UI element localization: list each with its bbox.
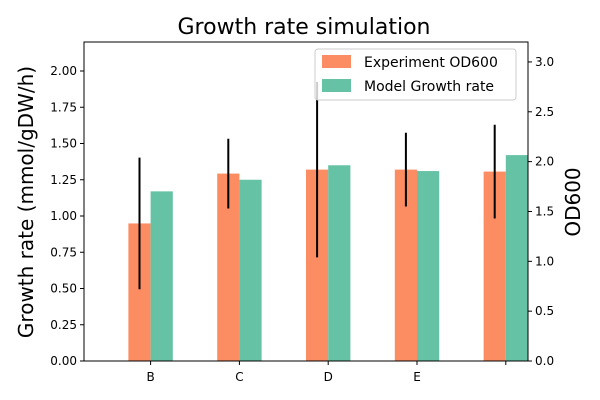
left-tick-label: 0.75 <box>50 245 77 259</box>
right-tick-label: 1.5 <box>535 204 554 218</box>
right-axis-label: OD600 <box>561 167 585 236</box>
model-bar-0 <box>150 191 173 361</box>
experiment-bar-2 <box>306 169 329 361</box>
right-tick-label: 3.0 <box>535 55 554 69</box>
plot-area: 0.00 0.25 0.50 0.75 1.00 1.25 1.50 1.75 2.00 0.0 0… <box>50 41 554 384</box>
right-tick-label: 0.0 <box>535 354 554 368</box>
left-axis-label: Growth rate (mmol/gDW/h) <box>14 66 38 338</box>
left-tick-label: 1.75 <box>50 100 77 114</box>
x-tick-label: D <box>324 370 333 384</box>
x-tick-label: E <box>413 370 421 384</box>
legend: Experiment OD600 Model Growth rate <box>314 48 517 101</box>
model-bar-1 <box>239 179 262 361</box>
left-tick-label: 0.00 <box>50 354 77 368</box>
chart-title: Growth rate simulation <box>178 15 431 40</box>
experiment-bar-4 <box>483 171 506 361</box>
right-tick-label: 1.0 <box>535 254 554 268</box>
x-tick-label: C <box>235 370 243 384</box>
model-bar-2 <box>328 165 351 361</box>
experiment-bar-3 <box>394 169 417 361</box>
legend-label-1: Model Growth rate <box>364 79 494 95</box>
left-tick-label: 1.50 <box>50 137 77 151</box>
left-tick-label: 0.25 <box>50 318 77 332</box>
left-tick-label: 1.00 <box>50 209 77 223</box>
left-tick-label: 1.25 <box>50 173 77 187</box>
legend-swatch-0 <box>322 55 351 68</box>
experiment-bar-1 <box>217 173 240 361</box>
left-tick-label: 0.50 <box>50 282 77 296</box>
legend-swatch-1 <box>322 79 351 92</box>
model-bar-4 <box>505 155 528 361</box>
right-tick-label: 0.5 <box>535 304 554 318</box>
legend-box <box>314 48 517 101</box>
experiment-bar-0 <box>128 223 151 361</box>
plot-frame <box>83 41 529 362</box>
left-tick-label: 2.00 <box>50 64 77 78</box>
right-tick-label: 2.5 <box>535 105 554 119</box>
legend-label-0: Experiment OD600 <box>364 55 498 71</box>
model-bar-3 <box>417 171 440 361</box>
x-tick-label: B <box>146 370 154 384</box>
right-tick-label: 2.0 <box>535 155 554 169</box>
